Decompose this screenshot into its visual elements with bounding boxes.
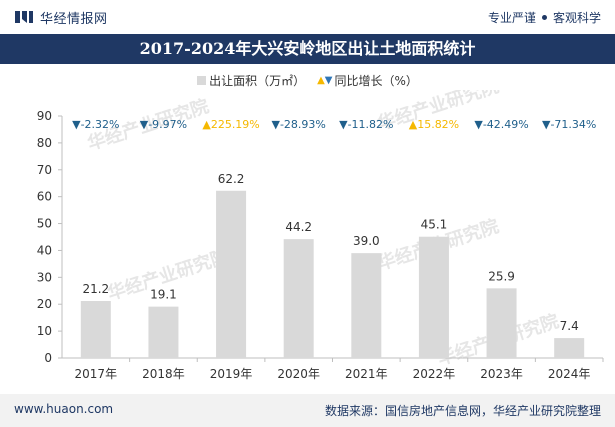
bar — [486, 288, 517, 358]
y-tick-label: 0 — [44, 351, 52, 365]
growth-label-down: ▼-42.49% — [474, 118, 528, 131]
y-tick-label: 30 — [37, 270, 52, 284]
legend-item-growth: ▲ ▼ 同比增长（%） — [317, 72, 418, 89]
bar — [148, 306, 179, 358]
slogan-left: 专业严谨 — [487, 11, 536, 25]
footer-website: www.huaon.com — [14, 402, 114, 416]
growth-label-down: ▼-11.82% — [339, 118, 393, 131]
x-tick-label: 2019年 — [210, 367, 253, 381]
bar-value-label: 62.2 — [218, 172, 245, 186]
x-tick-label: 2023年 — [480, 367, 523, 381]
legend-label-growth: 同比增长（%） — [334, 73, 418, 88]
legend-label-area: 出让面积（万㎡） — [209, 73, 306, 88]
y-tick-label: 10 — [37, 324, 52, 338]
brand: 华经情报网 — [14, 8, 108, 27]
bar-value-label: 21.2 — [82, 282, 109, 296]
x-tick-label: 2021年 — [345, 367, 388, 381]
bar-value-label: 19.1 — [150, 288, 177, 302]
triangle-down-icon: ▼ — [324, 74, 333, 86]
bar-value-label: 7.4 — [560, 319, 579, 333]
legend: 出让面积（万㎡） ▲ ▼ 同比增长（%） — [0, 70, 615, 90]
bar-value-label: 39.0 — [353, 234, 380, 248]
triangle-up-icon: ▲ — [317, 74, 325, 86]
x-tick-label: 2018年 — [142, 367, 185, 381]
bar-value-label: 45.1 — [421, 218, 448, 232]
y-tick-label: 40 — [37, 243, 52, 257]
footer: www.huaon.com 数据来源：国信房地产信息网，华经产业研究院整理 — [0, 394, 615, 427]
bar — [418, 236, 449, 358]
footer-source: 数据来源：国信房地产信息网，华经产业研究院整理 — [324, 404, 601, 418]
bar — [216, 190, 247, 358]
growth-label-down: ▼-28.93% — [272, 118, 326, 131]
x-tick-label: 2017年 — [75, 367, 118, 381]
bar-chart: 华经产业研究院华经产业研究院华经产业研究院华经产业研究院华经产业研究院01020… — [37, 90, 604, 381]
y-tick-label: 70 — [37, 163, 52, 177]
bar-value-label: 44.2 — [285, 220, 312, 234]
y-tick-label: 50 — [37, 217, 52, 231]
x-tick-label: 2022年 — [413, 367, 456, 381]
legend-swatch-bar — [197, 75, 207, 85]
slogan: 专业严谨 客观科学 — [488, 9, 601, 26]
bar — [554, 338, 585, 358]
brand-logo-icon — [15, 11, 33, 23]
slogan-right: 客观科学 — [552, 11, 601, 25]
slogan-dot-icon — [541, 15, 547, 20]
brand-name: 华经情报网 — [40, 11, 108, 27]
bar — [351, 253, 382, 358]
title-bar: 2017-2024年大兴安岭地区出让土地面积统计 — [0, 34, 615, 64]
y-tick-label: 60 — [37, 190, 52, 204]
bar — [80, 300, 111, 358]
x-tick-label: 2024年 — [548, 367, 591, 381]
y-tick-label: 20 — [37, 297, 52, 311]
growth-label-down: ▼-2.32% — [72, 118, 119, 131]
bar-value-label: 25.9 — [488, 269, 515, 283]
growth-label-down: ▼-71.34% — [542, 118, 596, 131]
y-tick-label: 90 — [37, 109, 52, 123]
bar — [283, 239, 314, 358]
growth-label-down: ▼-9.97% — [140, 118, 187, 131]
growth-label-up: ▲15.82% — [409, 118, 459, 131]
growth-label-up: ▲225.19% — [202, 118, 259, 131]
x-tick-label: 2020年 — [277, 367, 320, 381]
chart-title: 2017-2024年大兴安岭地区出让土地面积统计 — [139, 39, 476, 58]
top-bar: 华经情报网 专业严谨 客观科学 — [0, 0, 615, 34]
legend-item-area: 出让面积（万㎡） — [197, 72, 305, 89]
y-tick-label: 80 — [37, 136, 52, 150]
